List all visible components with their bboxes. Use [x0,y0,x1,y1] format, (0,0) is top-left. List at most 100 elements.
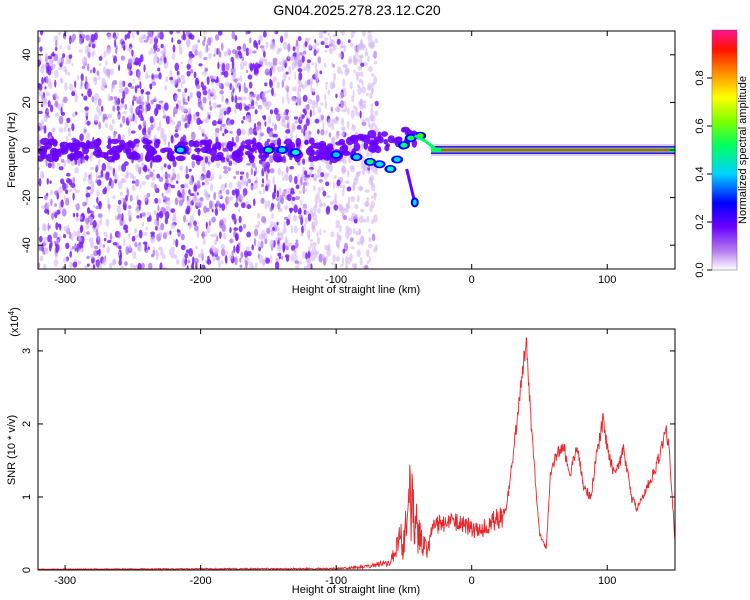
spectrogram-noise-speck [199,175,204,181]
spectrogram-noise-speck [145,91,151,96]
spectrogram-noise-speck [200,128,206,135]
spectrogram-noise-speck [170,222,176,229]
spectrogram-band-speck [315,149,325,158]
spectrogram-noise-speck [131,235,136,242]
spectrogram-noise-speck [118,259,122,266]
spectrogram-noise-speck [312,212,317,221]
spectrogram-noise-speck [329,35,332,41]
spectrogram-noise-speck [317,186,321,194]
spectrogram-noise-speck [346,186,352,192]
spectrogram-noise-speck [142,120,147,128]
spectrogram-band-speck [155,154,162,162]
spectrogram-noise-speck [68,188,73,193]
spectrogram-band-speck [369,140,380,146]
spectrogram-noise-speck [265,179,271,186]
spectrogram-noise-speck [355,71,360,77]
spectrogram-noise-speck [216,120,222,124]
spectrogram-noise-speck [269,109,274,115]
spectrogram-noise-speck [41,76,44,85]
spectrogram-noise-speck [324,93,327,101]
spectrogram-noise-speck [316,174,322,179]
spectrogram-noise-speck [186,39,191,48]
spectrogram-noise-speck [76,212,79,218]
spectrogram-noise-speck [234,202,239,208]
spectrogram-noise-speck [141,162,145,166]
spectrogram-noise-speck [288,76,291,81]
spectrogram-noise-speck [46,65,51,71]
spectrogram-noise-speck [251,105,255,110]
spectrogram-noise-speck [228,181,233,189]
spectrogram-noise-speck [85,45,89,54]
spectrogram-noise-speck [169,230,172,236]
spectrogram-noise-speck [257,220,260,226]
spectrogram-band-speck [194,147,202,153]
spectrogram-noise-speck [43,76,47,83]
spectrogram-noise-speck [253,122,257,130]
spectrogram-noise-speck [341,117,345,126]
spectrogram-noise-speck [152,249,155,257]
spectrogram-noise-speck [107,92,110,102]
spectrogram-noise-speck [150,123,154,131]
spectrogram-noise-speck [206,169,211,179]
spectrogram-noise-speck [265,41,269,49]
spectrogram-band-speck [360,134,371,143]
spectrogram-noise-speck [249,63,254,72]
spectrogram-noise-speck [229,227,232,233]
spectrogram-noise-speck [138,203,141,211]
spectrogram-noise-speck [285,71,289,75]
spectrogram-noise-speck [179,165,184,171]
spectrogram-noise-speck [304,41,308,48]
spectrogram-noise-speck [345,260,349,269]
spectrogram-noise-speck [124,87,129,95]
spectrogram-noise-speck [217,190,223,199]
spectrogram-noise-speck [259,105,263,111]
spectrogram-noise-speck [69,127,72,134]
spectrogram-noise-speck [292,214,298,222]
spectrogram-noise-speck [219,68,223,77]
spectrogram-noise-speck [177,232,182,238]
spectrogram-noise-speck [189,176,193,186]
spectrogram-noise-speck [181,114,185,122]
spectrogram-noise-speck [181,92,186,98]
spectrogram-noise-speck [190,91,193,98]
spectrogram-noise-speck [221,224,227,232]
spectrogram-noise-speck [141,212,146,217]
spectrogram-noise-speck [154,225,158,231]
spectrogram-noise-speck [164,156,167,160]
spectrogram-noise-speck [96,189,100,197]
spectrogram-noise-speck [291,61,295,71]
spectrogram-noise-speck [342,89,347,98]
spectrogram-noise-speck [355,230,359,236]
spectrogram-noise-speck [163,138,167,146]
spectrogram-noise-speck [300,128,305,134]
spectrogram-band-speck [153,139,160,149]
spectrogram-band-speck [363,141,369,150]
spectrogram-noise-speck [360,54,364,59]
spectrogram-noise-speck [214,239,218,246]
spectrogram-noise-speck [194,198,200,207]
spectrogram-noise-speck [297,47,300,53]
spectrogram-noise-speck [345,202,350,210]
spectrogram-noise-speck [121,163,127,172]
spectrogram-noise-speck [231,95,234,103]
spectrogram-noise-speck [224,204,227,210]
spectrogram-noise-speck [269,46,273,50]
spectrogram-noise-speck [241,120,244,124]
spectrogram-noise-speck [136,195,140,201]
spectrogram-noise-speck [313,48,317,57]
spectrogram-noise-speck [281,255,284,260]
spectrogram-noise-speck [246,69,249,74]
snr-xtick-label: 100 [598,575,616,587]
spectrogram-branch-core [412,199,417,206]
chart-title: GN04.2025.278.23.12.C20 [273,2,441,18]
spectrogram-noise-speck [336,179,341,187]
spectrogram-noise-speck [189,69,194,74]
spectrogram-noise-speck [116,32,119,36]
spectrogram-noise-speck [274,261,280,269]
spectrogram-noise-speck [173,106,178,115]
spectrogram-noise-speck [340,70,344,75]
spectrogram-noise-speck [174,133,179,138]
spectrogram-noise-speck [296,124,302,130]
spectrogram-noise-speck [174,254,178,260]
